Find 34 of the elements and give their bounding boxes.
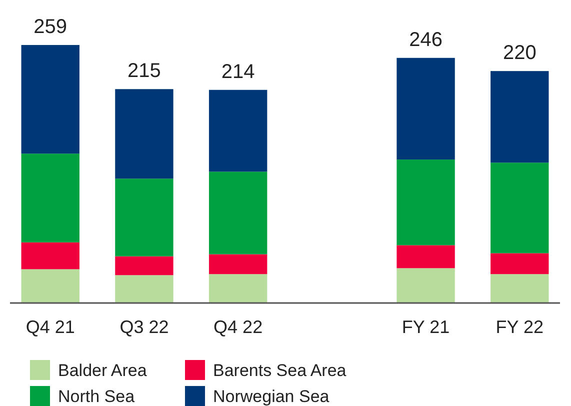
bar [21, 269, 80, 303]
bar [490, 162, 549, 254]
x-tick-label: Q4 22 [214, 317, 263, 337]
bar [396, 58, 455, 160]
x-tick-label: FY 21 [402, 317, 450, 337]
bar [490, 253, 549, 274]
bar [490, 274, 549, 303]
annotation: 220 [502, 42, 536, 64]
bar [396, 268, 455, 303]
x-tick-label: Q4 21 [26, 317, 75, 337]
bar [208, 254, 268, 274]
bar [208, 274, 268, 303]
legend-label: Balder Area [58, 361, 148, 380]
x-tick-label: Q3 22 [120, 317, 169, 337]
bar [115, 178, 174, 256]
bar [21, 45, 80, 154]
bar [115, 275, 174, 303]
annotation: 259 [34, 16, 68, 38]
bar [490, 71, 549, 163]
bar [396, 160, 455, 246]
bar [115, 89, 174, 179]
bar [208, 172, 268, 254]
bar [21, 242, 80, 270]
bar [115, 256, 174, 276]
annotation: 246 [409, 28, 442, 51]
legend-label: North Sea [58, 387, 136, 406]
x-tick-label: FY 22 [496, 317, 544, 337]
bar [208, 90, 268, 172]
legend-label: Barents Sea Area [213, 361, 347, 380]
bar [396, 245, 455, 268]
legend-label: Norwegian Sea [213, 387, 330, 406]
annotation: 215 [128, 60, 161, 82]
annotation: 214 [221, 60, 255, 83]
bar [21, 154, 80, 242]
